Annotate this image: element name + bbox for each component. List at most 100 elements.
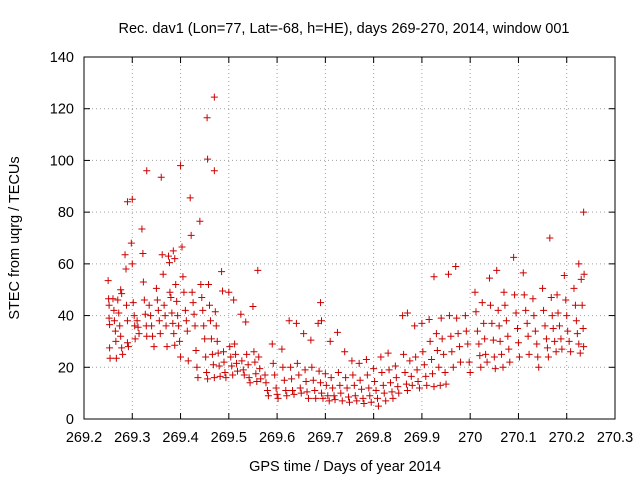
data-point-marker (485, 274, 493, 282)
data-point-marker (252, 370, 260, 378)
data-point-marker (456, 343, 464, 351)
data-point-marker (172, 281, 180, 289)
data-point-marker (254, 266, 262, 274)
data-point-marker (571, 301, 579, 309)
data-point-marker (290, 390, 298, 398)
data-point-marker (303, 388, 311, 396)
data-point-marker (242, 318, 250, 326)
data-point-marker (419, 348, 427, 356)
data-point-marker (226, 343, 234, 351)
data-point-marker (321, 370, 329, 378)
data-point-marker (533, 340, 541, 348)
data-point-marker (123, 317, 131, 325)
data-point-marker (192, 346, 200, 354)
data-point-marker (297, 389, 305, 397)
data-point-marker (222, 374, 230, 382)
data-point-marker (350, 381, 358, 389)
data-point-marker (351, 392, 359, 400)
y-tick-label: 20 (58, 360, 74, 376)
data-point-marker (572, 317, 580, 325)
data-point-marker (176, 337, 184, 345)
data-point-marker (178, 243, 186, 251)
data-point-marker (317, 379, 325, 387)
data-point-marker (388, 388, 396, 396)
data-points (104, 93, 588, 410)
data-point-marker (578, 301, 586, 309)
data-point-marker (123, 339, 131, 347)
data-point-marker (363, 371, 371, 379)
data-point-marker (188, 288, 196, 296)
data-point-marker (273, 390, 281, 398)
data-point-marker (229, 371, 237, 379)
data-point-marker (336, 381, 344, 389)
data-point-marker (360, 399, 368, 407)
data-point-marker (540, 306, 548, 314)
data-point-marker (209, 361, 217, 369)
data-point-marker (334, 368, 342, 376)
data-point-marker (454, 330, 462, 338)
data-point-marker (165, 259, 173, 267)
data-point-marker (349, 371, 357, 379)
data-point-marker (391, 362, 399, 370)
data-point-marker (423, 381, 431, 389)
data-point-marker (341, 348, 349, 356)
data-point-marker (535, 363, 543, 371)
data-point-marker (106, 354, 114, 362)
data-point-marker (283, 392, 291, 400)
data-point-marker (418, 319, 426, 327)
data-point-marker (193, 363, 201, 371)
data-point-marker (564, 327, 572, 335)
x-tick-label: 269.4 (162, 430, 198, 446)
data-point-marker (343, 384, 351, 392)
data-point-marker (130, 312, 138, 320)
data-point-marker (498, 350, 506, 358)
data-point-marker (384, 349, 392, 357)
data-point-marker (402, 380, 410, 388)
data-point-marker (128, 260, 136, 268)
data-point-marker (359, 394, 367, 402)
data-point-marker (227, 353, 235, 361)
data-point-marker (353, 397, 361, 405)
data-point-marker (380, 389, 388, 397)
data-point-marker (371, 378, 379, 386)
data-point-marker (111, 327, 119, 335)
data-point-marker (449, 363, 457, 371)
data-point-marker (539, 284, 547, 292)
plot-frame (83, 56, 616, 420)
data-point-marker (220, 358, 228, 366)
data-point-marker (436, 381, 444, 389)
data-point-marker (219, 287, 227, 295)
data-point-marker (366, 392, 374, 400)
data-point-marker (212, 322, 220, 330)
data-point-marker (249, 303, 257, 311)
data-point-marker (370, 365, 378, 373)
data-point-marker (573, 330, 581, 338)
x-tick-label: 270.1 (500, 430, 536, 446)
data-point-marker (150, 343, 158, 351)
data-point-marker (211, 308, 219, 316)
data-point-marker (406, 357, 414, 365)
y-tick-label: 100 (50, 153, 74, 169)
data-point-marker (543, 344, 551, 352)
data-point-marker (210, 167, 218, 175)
data-point-marker (482, 350, 490, 358)
data-point-marker (382, 397, 390, 405)
data-point-marker (181, 306, 189, 314)
data-point-marker (300, 330, 308, 338)
data-point-marker (576, 349, 584, 357)
data-point-marker (523, 319, 531, 327)
data-point-marker (490, 353, 498, 361)
data-point-marker (210, 93, 218, 101)
data-point-marker (480, 319, 488, 327)
data-point-marker (522, 306, 530, 314)
data-point-marker (308, 363, 316, 371)
data-point-marker (319, 394, 327, 402)
data-point-marker (215, 362, 223, 370)
data-point-marker (515, 353, 523, 361)
data-point-marker (373, 394, 381, 402)
data-point-marker (292, 319, 300, 327)
data-point-marker (206, 301, 214, 309)
data-point-marker (325, 397, 333, 405)
data-point-marker (529, 295, 537, 303)
data-point-marker (392, 374, 400, 382)
